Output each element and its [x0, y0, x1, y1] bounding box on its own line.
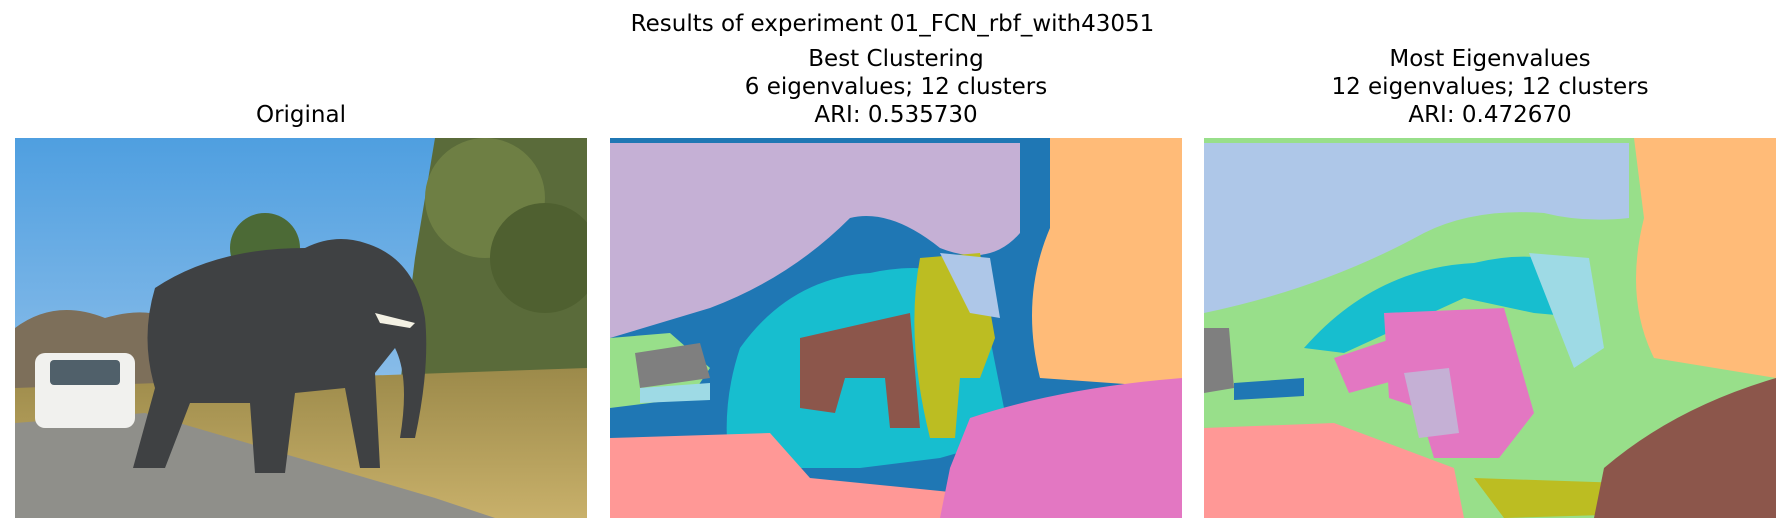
cluster-region-cyan	[1304, 256, 1589, 353]
cluster-region-light-blue	[1204, 143, 1629, 313]
cluster-region-light-blue	[940, 253, 1000, 318]
original-image-panel	[15, 138, 587, 518]
cluster-region-pink-red	[610, 433, 1030, 518]
elephant	[133, 239, 427, 473]
panel-title-best-clustering: Best Clustering 6 eigenvalues; 12 cluste…	[610, 45, 1182, 129]
panel-title-most-line-1: Most Eigenvalues	[1389, 46, 1591, 72]
panel-title-best-line-1: Best Clustering	[808, 46, 984, 72]
cluster-region-blue	[1234, 378, 1304, 400]
cluster-region-gray	[635, 343, 710, 388]
panel-title-most-line-2: 12 eigenvalues; 12 clusters	[1331, 74, 1649, 100]
cluster-region-lavender	[1404, 368, 1459, 438]
cluster-region-orange	[1634, 138, 1776, 378]
panel-title-most-line-3: ARI: 0.472670	[1408, 102, 1572, 128]
cluster-region-lavender	[610, 143, 1020, 338]
cluster-region-pale-cyan	[1529, 253, 1604, 368]
cluster-region-gray	[1204, 328, 1234, 393]
elephant-tusk	[375, 313, 415, 328]
cluster-region-orange	[1032, 138, 1182, 388]
cluster-region-brown	[1594, 378, 1776, 518]
figure-suptitle: Results of experiment 01_FCN_rbf_with430…	[630, 11, 1155, 37]
cluster-region-brown	[800, 313, 920, 428]
most-eigenvalues-panel	[1204, 138, 1776, 518]
panel-title-most-eigenvalues: Most Eigenvalues 12 eigenvalues; 12 clus…	[1204, 45, 1776, 129]
cluster-region-pale-cyan	[640, 383, 710, 403]
panel-title-original: Original	[15, 101, 587, 129]
panel-title-best-line-2: 6 eigenvalues; 12 clusters	[744, 74, 1048, 100]
best-clustering-panel	[610, 138, 1182, 518]
best-clustering-map	[610, 138, 1182, 518]
cluster-region-pink	[940, 378, 1182, 518]
panel-title-best-line-3: ARI: 0.535730	[814, 102, 978, 128]
car-windshield	[50, 360, 120, 385]
cluster-region-pink-red	[1204, 423, 1464, 518]
panel-title-original-line-1: Original	[255, 102, 346, 128]
tree-canopy	[490, 203, 587, 313]
most-eigenvalues-map	[1204, 138, 1776, 518]
original-photo	[15, 138, 587, 518]
